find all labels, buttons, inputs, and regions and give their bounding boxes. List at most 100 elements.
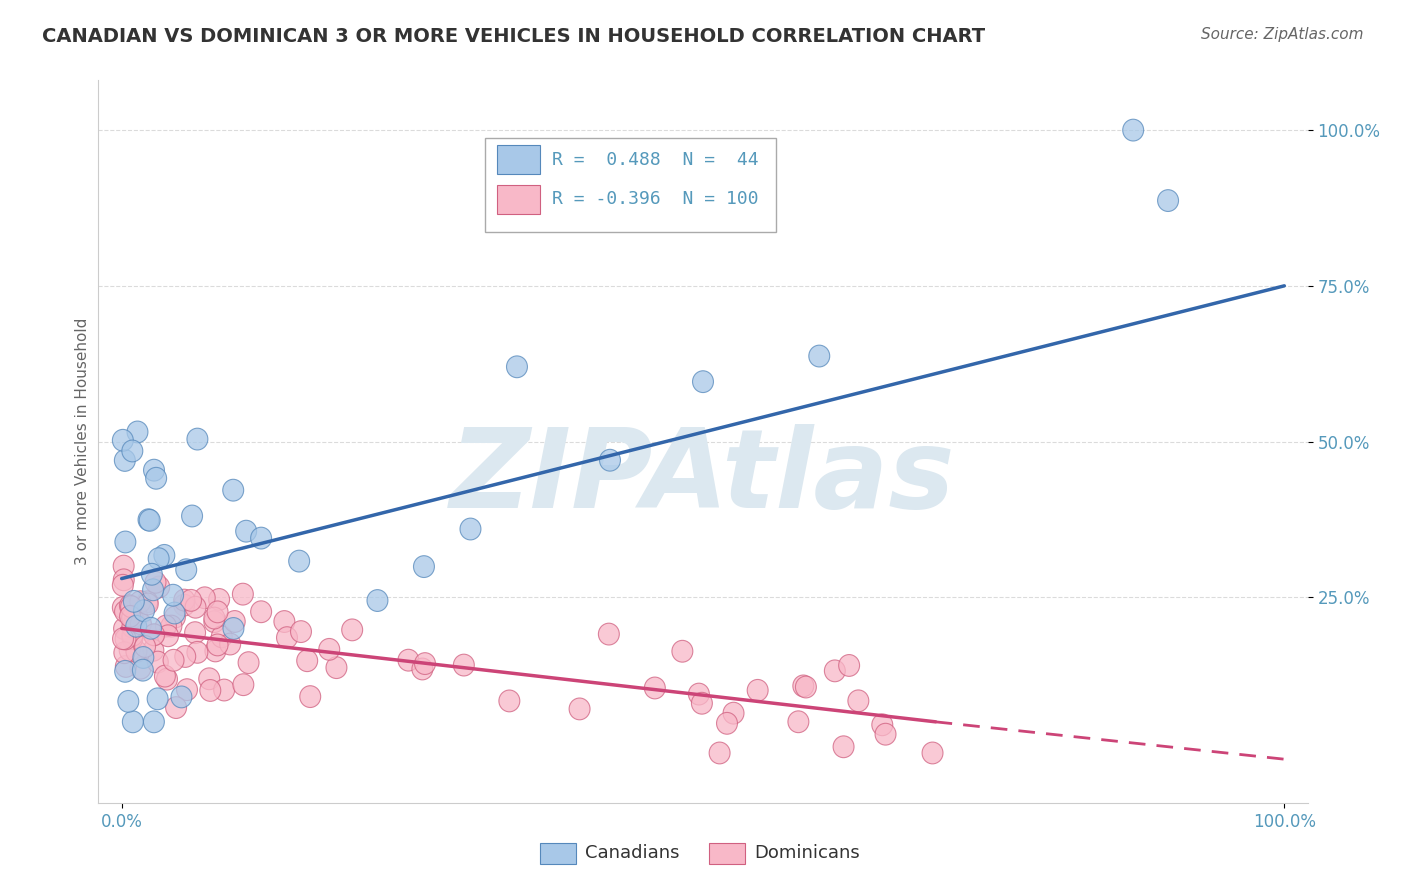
Ellipse shape <box>225 611 245 632</box>
Ellipse shape <box>112 429 134 451</box>
FancyBboxPatch shape <box>709 843 745 864</box>
Ellipse shape <box>415 653 436 674</box>
Ellipse shape <box>232 583 253 605</box>
Ellipse shape <box>165 602 186 624</box>
Ellipse shape <box>222 479 243 501</box>
Text: Source: ZipAtlas.com: Source: ZipAtlas.com <box>1201 27 1364 42</box>
Ellipse shape <box>233 673 254 696</box>
Ellipse shape <box>187 428 208 450</box>
Ellipse shape <box>122 607 142 629</box>
Ellipse shape <box>139 509 160 532</box>
Ellipse shape <box>204 611 225 632</box>
Ellipse shape <box>156 615 176 637</box>
Ellipse shape <box>848 690 869 712</box>
Ellipse shape <box>136 591 157 613</box>
Y-axis label: 3 or more Vehicles in Household: 3 or more Vehicles in Household <box>75 318 90 566</box>
Ellipse shape <box>796 676 817 698</box>
Ellipse shape <box>115 660 135 682</box>
Ellipse shape <box>274 611 295 632</box>
Text: ZIPAtlas: ZIPAtlas <box>450 425 956 531</box>
Ellipse shape <box>143 624 165 646</box>
Ellipse shape <box>112 628 134 649</box>
Ellipse shape <box>838 655 859 676</box>
FancyBboxPatch shape <box>485 138 776 232</box>
Ellipse shape <box>122 711 143 732</box>
Ellipse shape <box>142 564 162 585</box>
Ellipse shape <box>156 668 177 690</box>
Ellipse shape <box>180 590 201 611</box>
Ellipse shape <box>174 594 194 616</box>
Ellipse shape <box>163 584 184 607</box>
Ellipse shape <box>114 555 134 577</box>
Ellipse shape <box>176 559 197 581</box>
Ellipse shape <box>129 591 150 613</box>
Ellipse shape <box>134 599 155 622</box>
Ellipse shape <box>693 371 713 392</box>
Ellipse shape <box>165 607 186 628</box>
Ellipse shape <box>184 622 205 643</box>
Text: Dominicans: Dominicans <box>754 845 859 863</box>
Ellipse shape <box>834 736 853 757</box>
FancyBboxPatch shape <box>540 843 576 864</box>
Ellipse shape <box>250 601 271 623</box>
Ellipse shape <box>599 450 620 471</box>
Ellipse shape <box>460 518 481 540</box>
Ellipse shape <box>499 690 520 712</box>
Ellipse shape <box>205 640 226 662</box>
Ellipse shape <box>115 628 136 650</box>
Ellipse shape <box>121 596 142 617</box>
Ellipse shape <box>163 649 184 671</box>
Ellipse shape <box>122 616 143 638</box>
Ellipse shape <box>1157 190 1178 211</box>
Ellipse shape <box>127 421 148 442</box>
Ellipse shape <box>214 679 235 701</box>
Ellipse shape <box>747 680 768 701</box>
Ellipse shape <box>808 345 830 367</box>
Ellipse shape <box>121 600 142 623</box>
Ellipse shape <box>319 639 340 660</box>
Ellipse shape <box>342 619 363 640</box>
Ellipse shape <box>129 657 150 679</box>
Ellipse shape <box>204 607 225 629</box>
Ellipse shape <box>672 640 693 662</box>
Ellipse shape <box>146 467 166 489</box>
Ellipse shape <box>198 668 219 690</box>
Ellipse shape <box>148 688 169 710</box>
Ellipse shape <box>250 527 271 549</box>
Ellipse shape <box>599 624 619 645</box>
Ellipse shape <box>172 686 191 708</box>
Ellipse shape <box>135 636 156 657</box>
Ellipse shape <box>127 640 146 663</box>
Ellipse shape <box>115 656 136 677</box>
Ellipse shape <box>157 625 179 647</box>
Ellipse shape <box>236 520 257 542</box>
Ellipse shape <box>114 600 135 623</box>
Ellipse shape <box>174 646 195 667</box>
Ellipse shape <box>134 647 153 668</box>
Ellipse shape <box>194 587 215 608</box>
Ellipse shape <box>155 665 176 687</box>
Text: CANADIAN VS DOMINICAN 3 OR MORE VEHICLES IN HOUSEHOLD CORRELATION CHART: CANADIAN VS DOMINICAN 3 OR MORE VEHICLES… <box>42 27 986 45</box>
Ellipse shape <box>398 649 419 671</box>
FancyBboxPatch shape <box>498 185 540 214</box>
Ellipse shape <box>187 641 208 664</box>
Ellipse shape <box>453 654 474 676</box>
Ellipse shape <box>177 679 197 700</box>
Text: R =  0.488  N =  44: R = 0.488 N = 44 <box>551 151 758 169</box>
Ellipse shape <box>824 660 845 681</box>
Ellipse shape <box>120 606 141 627</box>
Ellipse shape <box>114 450 135 471</box>
Ellipse shape <box>122 624 143 647</box>
Ellipse shape <box>131 613 152 634</box>
Ellipse shape <box>127 605 148 626</box>
Ellipse shape <box>787 711 808 732</box>
Ellipse shape <box>569 698 591 720</box>
Text: Canadians: Canadians <box>585 845 679 863</box>
Ellipse shape <box>922 742 943 764</box>
Ellipse shape <box>207 634 228 656</box>
Ellipse shape <box>1123 120 1143 141</box>
Ellipse shape <box>122 440 143 462</box>
Ellipse shape <box>143 624 165 646</box>
Ellipse shape <box>793 675 814 697</box>
Ellipse shape <box>114 642 135 664</box>
